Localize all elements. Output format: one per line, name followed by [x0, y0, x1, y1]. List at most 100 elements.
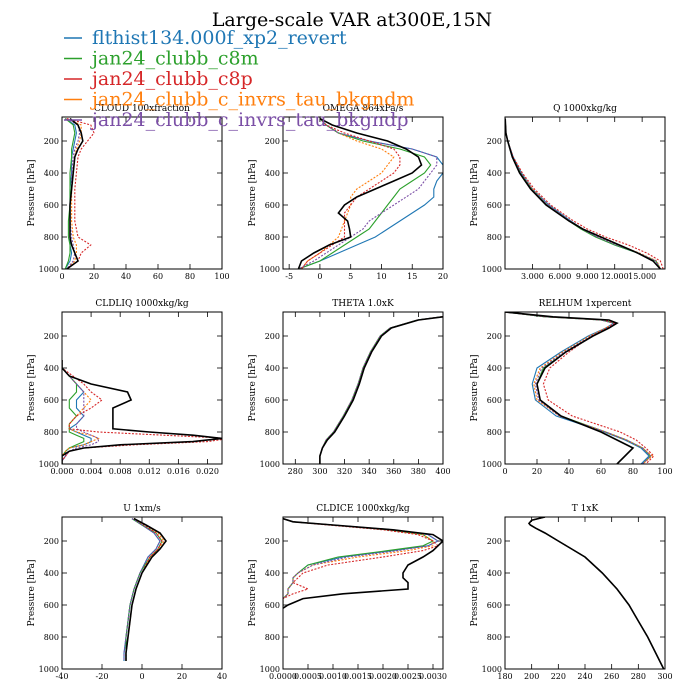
x-tick-label: 3.000 — [521, 272, 544, 281]
y-tick-label: 200 — [487, 537, 502, 546]
panel-7: U 1xm/s Pressure [hPa] -40 -20 0 20 40 200 400 60… — [27, 504, 227, 681]
plot-frame — [504, 116, 666, 270]
x-tick-label: 360 — [386, 467, 401, 476]
x-tick-label: 380 — [411, 467, 426, 476]
series-line-red — [319, 316, 443, 464]
panel-2: OMEGA 864xPa/s Pressure [hPa] -5 0 5 10 15 20 20… — [248, 104, 448, 281]
y-tick-label: 600 — [265, 201, 280, 210]
series-line-red — [66, 118, 95, 269]
series-line-black — [66, 117, 84, 269]
x-tick-label: 40 — [121, 272, 131, 281]
x-tick-label: 0.0005 — [294, 672, 322, 681]
panel-5: THETA 1.0xK Pressure [hPa] 280 300 320 340 360… — [248, 299, 451, 476]
y-tick-label: 200 — [44, 137, 59, 146]
y-tick-label: 400 — [44, 169, 59, 178]
y-tick-label: 400 — [44, 569, 59, 578]
y-tick-label: 600 — [44, 201, 59, 210]
x-tick-label: 0.008 — [109, 467, 132, 476]
y-tick-label: 600 — [487, 396, 502, 405]
series-line-purple — [528, 517, 665, 669]
y-tick-label: 200 — [44, 537, 59, 546]
plot-frame — [61, 311, 223, 465]
y-tick-label: 400 — [487, 364, 502, 373]
series-line-black — [527, 517, 665, 669]
y-tick-label: 800 — [265, 233, 280, 242]
y-tick-label: 800 — [265, 428, 280, 437]
series-group — [283, 517, 443, 609]
series-line-black — [297, 117, 423, 269]
series-group — [297, 117, 443, 269]
panel-title: THETA 1.0xK — [332, 299, 394, 309]
series-line-red — [125, 518, 163, 661]
x-tick-label: 20 — [177, 672, 187, 681]
x-tick-label: 100 — [214, 272, 229, 281]
panel-title: OMEGA 864xPa/s — [323, 104, 404, 114]
series-line-blue — [319, 316, 442, 464]
legend-entry: jan24_clubb_c_invrs_tau_bkgndp — [64, 109, 409, 131]
series-line-orange — [66, 118, 82, 269]
x-tick-label: 100 — [657, 467, 672, 476]
x-tick-label: 80 — [628, 467, 638, 476]
panel-3: Q 1000xkg/kg Pressure [hPa] 3.000 6.000 9.00… — [470, 104, 666, 281]
series-line-green — [298, 118, 432, 269]
series-group — [319, 316, 443, 464]
series-line-blue — [298, 118, 443, 269]
x-tick-label: 0 — [502, 467, 507, 476]
series-line-purple — [505, 118, 661, 269]
x-tick-label: 0.012 — [138, 467, 161, 476]
plot-frame — [61, 516, 223, 670]
y-axis-label: Pressure [hPa] — [470, 159, 480, 226]
x-tick-label: 12.000 — [601, 272, 629, 281]
x-tick-label: 240 — [577, 672, 592, 681]
y-tick-label: 400 — [265, 364, 280, 373]
x-tick-label: -40 — [56, 672, 69, 681]
series-group — [123, 517, 167, 661]
panel-title: U 1xm/s — [123, 504, 161, 514]
series-line-blue — [123, 518, 161, 661]
x-tick-label: -5 — [285, 272, 293, 281]
x-tick-label: 40 — [217, 672, 227, 681]
panel-1: CLOUD 100xfraction Pressure [hPa] 0 20 40 60 8… — [27, 104, 230, 281]
series-line-green — [505, 118, 661, 269]
y-tick-label: 600 — [487, 601, 502, 610]
x-tick-label: 280 — [631, 672, 646, 681]
series-line-black — [505, 312, 635, 464]
y-axis-label: Pressure [hPa] — [27, 559, 37, 626]
series-group — [505, 118, 664, 269]
x-tick-label: 340 — [362, 467, 377, 476]
y-tick-label: 200 — [265, 137, 280, 146]
x-tick-label: 180 — [497, 672, 512, 681]
series-line-red — [528, 517, 665, 669]
y-tick-label: 400 — [265, 569, 280, 578]
x-tick-label: 20 — [532, 467, 542, 476]
x-tick-label: 0.0020 — [369, 672, 397, 681]
series-line-black — [62, 360, 222, 464]
plot-frame — [61, 116, 223, 270]
y-tick-label: 200 — [487, 137, 502, 146]
x-tick-label: 6.000 — [548, 272, 571, 281]
series-line-orange — [319, 316, 442, 464]
y-axis-label: Pressure [hPa] — [248, 354, 258, 421]
y-tick-label: 800 — [265, 633, 280, 642]
y-axis-label: Pressure [hPa] — [470, 559, 480, 626]
x-tick-label: 220 — [551, 672, 566, 681]
plot-frame — [282, 516, 444, 670]
x-tick-label: 300 — [657, 672, 672, 681]
y-tick-label: 600 — [265, 396, 280, 405]
legend-entry: jan24_clubb_c_invrs_tau_bkgndm — [64, 89, 414, 111]
series-line-orange — [283, 518, 434, 609]
series-line-green — [64, 118, 76, 269]
y-tick-label: 200 — [265, 537, 280, 546]
y-tick-label: 800 — [487, 233, 502, 242]
x-tick-label: 0.020 — [196, 467, 219, 476]
y-tick-label: 600 — [44, 396, 59, 405]
panel-6: RELHUM 1xpercent Pressure [hPa] 0 20 40 60 80 1… — [470, 299, 673, 476]
x-tick-label: 200 — [524, 672, 539, 681]
x-tick-label: 15 — [407, 272, 417, 281]
x-tick-label: 260 — [604, 672, 619, 681]
x-tick-label: 60 — [596, 467, 606, 476]
x-tick-label: 15.000 — [628, 272, 656, 281]
y-tick-label: 200 — [265, 332, 280, 341]
series-line-red — [505, 312, 655, 464]
